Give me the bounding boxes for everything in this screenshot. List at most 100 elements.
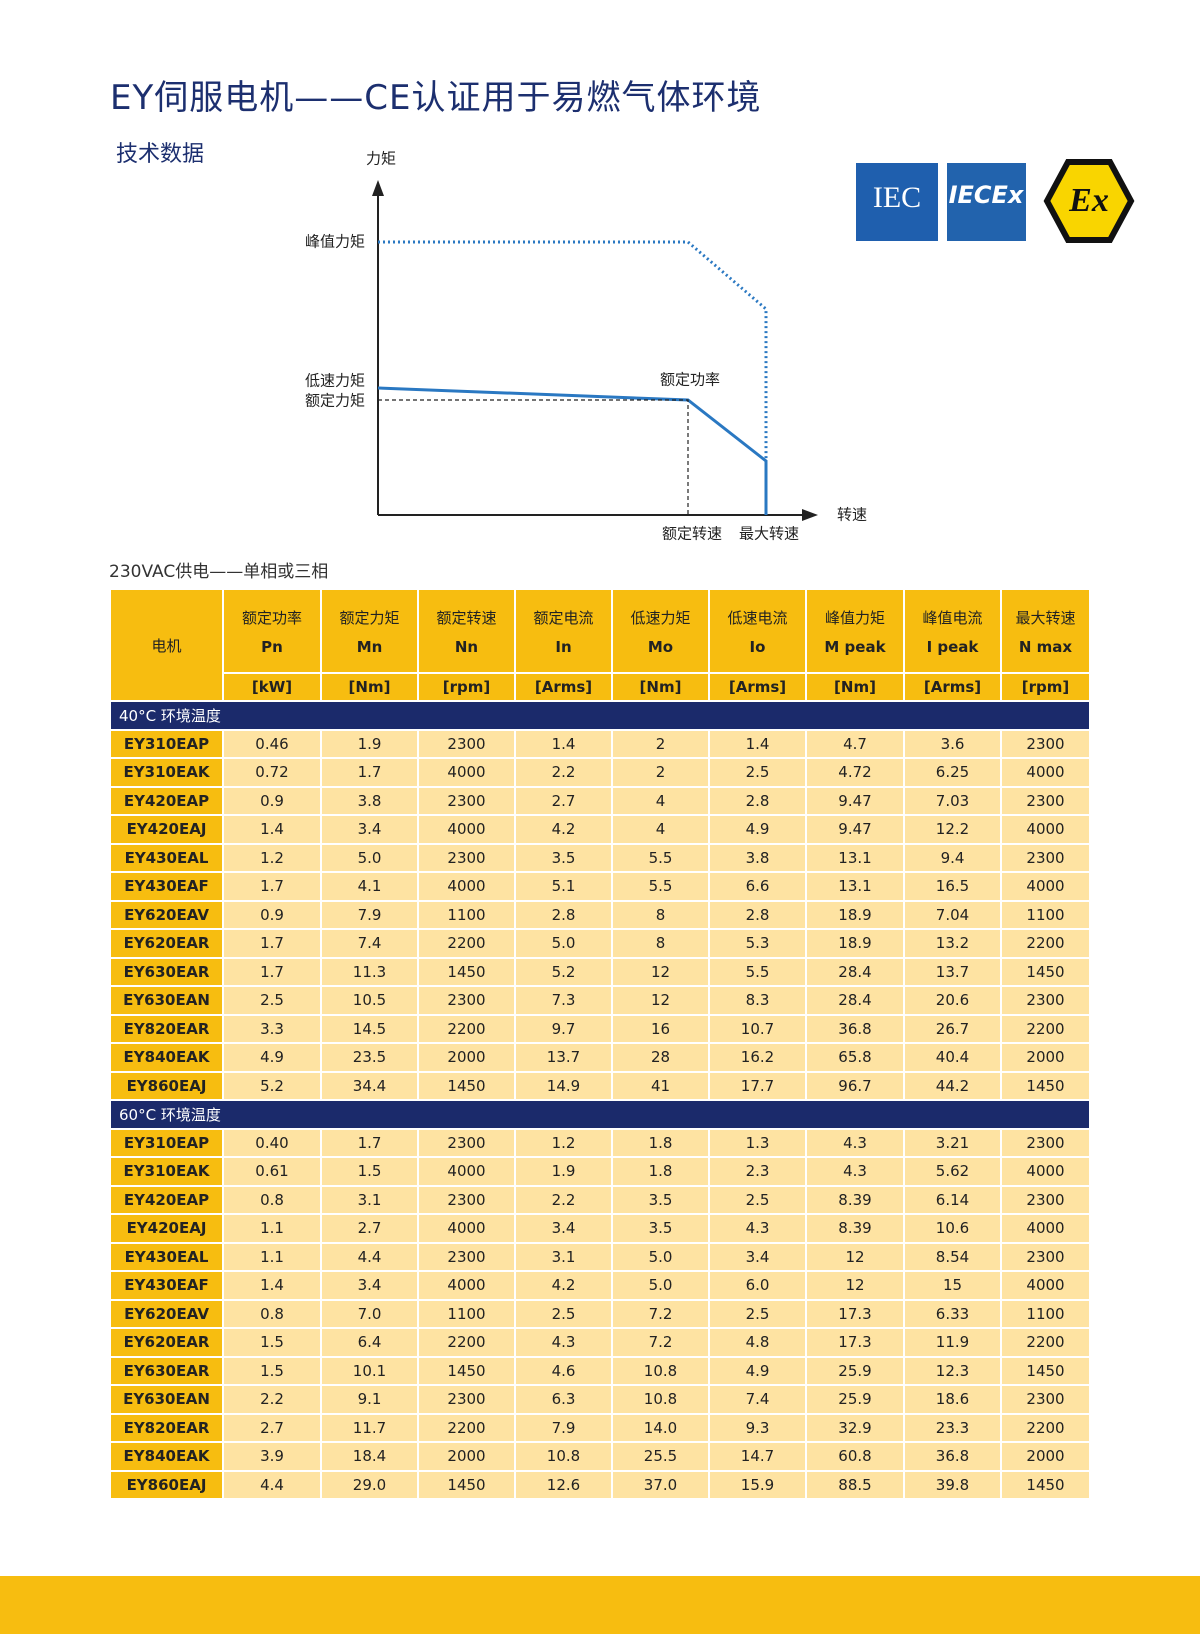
data-cell: 7.0 <box>320 1298 419 1329</box>
data-cell: 1.8 <box>611 1127 710 1158</box>
data-cell: 1.8 <box>611 1156 710 1187</box>
data-row: EY630EAR 1.7 11.3 1450 5.2 12 5.5 28.4 13.7 1450 <box>109 956 1091 987</box>
unit-cell: [kW] <box>222 672 322 702</box>
data-cell: 9.1 <box>320 1384 419 1415</box>
data-cell: 12 <box>805 1270 905 1301</box>
data-cell: 18.9 <box>805 899 905 930</box>
data-row: EY430EAF 1.4 3.4 4000 4.2 5.0 6.0 12 15 4000 <box>109 1270 1091 1301</box>
data-cell: 1450 <box>417 1469 516 1500</box>
data-cell: 2300 <box>417 1127 516 1158</box>
data-cell: 1.1 <box>222 1213 322 1244</box>
data-cell: 4000 <box>1000 757 1091 788</box>
data-cell: 4000 <box>417 1270 516 1301</box>
data-cell: 3.5 <box>514 842 613 873</box>
data-cell: 2 <box>611 757 710 788</box>
data-cell: 10.5 <box>320 985 419 1016</box>
column-name: 低速力矩 <box>630 608 691 627</box>
data-cell: 28 <box>611 1042 710 1073</box>
data-cell: 3.4 <box>320 1270 419 1301</box>
data-cell: 5.5 <box>708 956 807 987</box>
data-cell: 7.4 <box>708 1384 807 1415</box>
column-symbol: M peak <box>824 637 886 656</box>
data-cell: 13.1 <box>805 871 905 902</box>
header-cell: 峰值力矩 M peak <box>805 588 905 674</box>
data-cell: 4 <box>611 785 710 816</box>
data-cell: 6.0 <box>708 1270 807 1301</box>
data-cell: 1.5 <box>222 1327 322 1358</box>
unit-cell: [Nm] <box>320 672 419 702</box>
data-cell: 13.7 <box>903 956 1002 987</box>
data-cell: 9.3 <box>708 1412 807 1443</box>
data-cell: 3.3 <box>222 1013 322 1044</box>
data-cell: 3.5 <box>611 1213 710 1244</box>
motor-model: EY840EAK <box>109 1042 224 1073</box>
data-cell: 2.7 <box>222 1412 322 1443</box>
data-cell: 0.61 <box>222 1156 322 1187</box>
data-row: EY310EAP 0.40 1.7 2300 1.2 1.8 1.3 4.3 3.21 2300 <box>109 1127 1091 1158</box>
data-cell: 4.2 <box>514 814 613 845</box>
header-cell: 额定转速 Nn <box>417 588 516 674</box>
data-cell: 2200 <box>417 1412 516 1443</box>
motor-model: EY310EAK <box>109 1156 224 1187</box>
arrow <box>372 180 384 196</box>
data-cell: 8.39 <box>805 1184 905 1215</box>
data-cell: 2.5 <box>514 1298 613 1329</box>
data-row: EY840EAK 4.9 23.5 2000 13.7 28 16.2 65.8 40.4 200… <box>109 1042 1091 1073</box>
data-cell: 4.8 <box>708 1327 807 1358</box>
data-cell: 0.40 <box>222 1127 322 1158</box>
motor-model: EY630EAN <box>109 1384 224 1415</box>
arrow <box>802 509 818 521</box>
data-cell: 6.6 <box>708 871 807 902</box>
data-cell: 2000 <box>417 1441 516 1472</box>
data-cell: 25.9 <box>805 1355 905 1386</box>
data-cell: 2300 <box>417 1241 516 1272</box>
data-cell: 5.5 <box>611 842 710 873</box>
column-symbol: N max <box>1018 637 1073 656</box>
data-cell: 4000 <box>417 757 516 788</box>
data-cell: 18.4 <box>320 1441 419 1472</box>
data-cell: 1.4 <box>222 814 322 845</box>
data-cell: 7.2 <box>611 1327 710 1358</box>
data-cell: 65.8 <box>805 1042 905 1073</box>
data-row: EY430EAL 1.2 5.0 2300 3.5 5.5 3.8 13.1 9.4 2300 <box>109 842 1091 873</box>
logo-text: Ex <box>1068 182 1109 219</box>
data-cell: 36.8 <box>903 1441 1002 1472</box>
data-cell: 28.4 <box>805 956 905 987</box>
unit-cell: [rpm] <box>1000 672 1091 702</box>
data-cell: 2.8 <box>708 899 807 930</box>
unit-row: [kW] [Nm] [rpm] [Arms] [Nm] [Arms] [Nm] [Arms][… <box>110 672 1091 702</box>
data-cell: 3.1 <box>320 1184 419 1215</box>
data-cell: 0.8 <box>222 1298 322 1329</box>
data-cell: 2.5 <box>222 985 322 1016</box>
column-name: 峰值电流 <box>922 608 983 627</box>
data-cell: 4.1 <box>320 871 419 902</box>
column-symbol: Nn <box>454 637 479 656</box>
data-cell: 2000 <box>417 1042 516 1073</box>
data-cell: 2300 <box>417 728 516 759</box>
data-cell: 2300 <box>1000 1184 1091 1215</box>
data-cell: 2.5 <box>708 757 807 788</box>
unit-cell: [rpm] <box>417 672 516 702</box>
data-cell: 28.4 <box>805 985 905 1016</box>
data-cell: 5.5 <box>611 871 710 902</box>
header-cell: 低速电流 Io <box>708 588 807 674</box>
motor-model: EY630EAN <box>109 985 224 1016</box>
data-row: EY310EAK 0.61 1.5 4000 1.9 1.8 2.3 4.3 5.62 4000 <box>109 1156 1091 1187</box>
section-row: 60°C 环境温度 <box>109 1099 1091 1130</box>
data-cell: 3.6 <box>903 728 1002 759</box>
data-cell: 2000 <box>1000 1042 1091 1073</box>
data-cell: 1450 <box>1000 1355 1091 1386</box>
data-cell: 2.5 <box>708 1184 807 1215</box>
data-cell: 1.7 <box>222 871 322 902</box>
column-name: 额定功率 <box>241 608 302 627</box>
footer-band <box>0 1576 1200 1634</box>
data-cell: 2.2 <box>514 1184 613 1215</box>
column-symbol: Pn <box>261 637 283 656</box>
data-cell: 2200 <box>417 1013 516 1044</box>
unit-cell: [Arms] <box>708 672 807 702</box>
unit-cell: [Arms] <box>514 672 613 702</box>
data-cell: 4000 <box>1000 1213 1091 1244</box>
column-name: 额定电流 <box>533 608 594 627</box>
column-name: 最大转速 <box>1015 608 1076 627</box>
column-symbol: Mn <box>356 637 383 656</box>
